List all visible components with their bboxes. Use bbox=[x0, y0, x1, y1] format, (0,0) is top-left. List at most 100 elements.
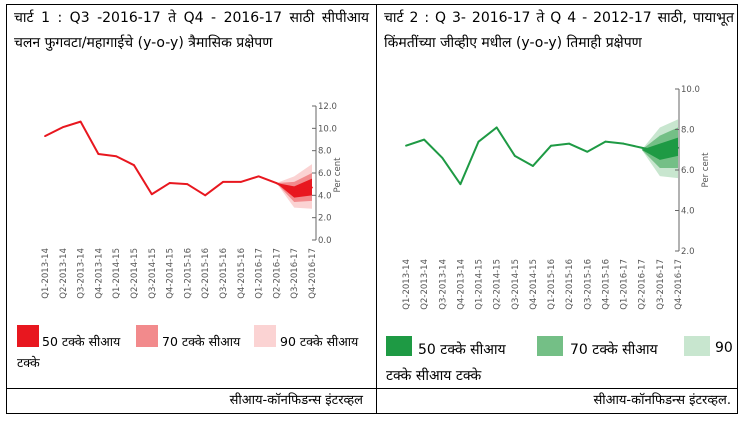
chart1-point-14 bbox=[293, 191, 296, 193]
chart2-xtick-label: Q2-2016-17 bbox=[638, 259, 648, 310]
chart1-series-line bbox=[44, 120, 313, 197]
chart1-point-11 bbox=[239, 181, 242, 183]
chart2-xtick-label: Q4-2014-15 bbox=[529, 259, 539, 310]
chart1-point-2 bbox=[79, 120, 82, 123]
chart2-xtick-label: Q1-2016-17 bbox=[620, 259, 630, 310]
chart1-point-1 bbox=[61, 126, 64, 129]
chart2-plot: 2.0 4.0 6.0 8.0 10.0 Per cent Q1-2013-14 Q2-201… bbox=[402, 85, 711, 310]
legend1-label-50: 50 टक्के सीआय bbox=[42, 334, 121, 349]
chart1-fan-ci50 bbox=[276, 178, 312, 198]
legend1-swatch-90 bbox=[254, 325, 276, 347]
column-divider bbox=[376, 4, 377, 414]
chart1-xtick-label: Q3-2013-14 bbox=[77, 248, 87, 299]
chart1-point-4 bbox=[115, 155, 118, 158]
legend2-swatch-90 bbox=[684, 336, 710, 356]
chart1-xtick-label: Q1-2013-14 bbox=[41, 248, 51, 299]
chart2-point-8 bbox=[550, 144, 552, 147]
chart2-point-6 bbox=[513, 154, 516, 157]
chart2-xtick-label: Q3-2013-14 bbox=[438, 259, 448, 310]
chart1-point-9 bbox=[204, 194, 207, 197]
chart2-point-2 bbox=[441, 156, 444, 159]
chart2-xtick-label: Q2-2014-15 bbox=[493, 259, 503, 310]
chart2-xtick-label: Q3-2014-15 bbox=[511, 259, 521, 310]
chart1-ytick-label: 12.0 bbox=[318, 102, 337, 112]
chart2-footer: सीआय-कॉनफिडन्स इंटरव्हल. bbox=[593, 393, 731, 408]
chart1-xtick-label: Q4-2014-15 bbox=[166, 248, 176, 299]
chart1-ytick-label: 2.0 bbox=[318, 214, 332, 224]
chart2-series-line bbox=[405, 126, 679, 186]
chart2-ytick-label: 8.0 bbox=[681, 126, 695, 136]
chart1-point-15 bbox=[311, 186, 313, 189]
chart1-point-13 bbox=[275, 182, 278, 184]
chart2-point-10 bbox=[586, 150, 589, 153]
chart1-xtick-label: Q2-2015-16 bbox=[201, 248, 211, 299]
chart2-xtick-label: Q3-2015-16 bbox=[583, 259, 593, 310]
chart2-xtick-label: Q4-2015-16 bbox=[601, 259, 611, 310]
chart2-point-11 bbox=[604, 140, 607, 143]
chart2-xtick-label: Q1-2014-15 bbox=[475, 259, 485, 310]
chart2-point-0 bbox=[405, 144, 407, 147]
chart2-fan-ci50 bbox=[641, 137, 678, 160]
chart2-xtick-label: Q3-2016-17 bbox=[656, 259, 666, 310]
chart1-point-3 bbox=[97, 153, 100, 155]
chart1-xtick-label: Q2-2013-14 bbox=[59, 248, 69, 299]
chart1-xtick-label: Q4-2013-14 bbox=[94, 248, 104, 299]
chart1-xtick-label: Q1-2016-17 bbox=[255, 248, 265, 299]
chart1-xtick-label: Q2-2016-17 bbox=[272, 248, 282, 299]
chart1-point-6 bbox=[150, 193, 153, 196]
chart1-xtick-label: Q1-2015-16 bbox=[183, 248, 193, 299]
chart1-ytick-label: 6.0 bbox=[318, 169, 332, 179]
legend1-label-70: 70 टक्के सीआय bbox=[162, 334, 241, 349]
chart2-point-3 bbox=[459, 183, 462, 186]
legend2-label-90: 90 bbox=[715, 340, 733, 356]
chart1-xtick-label: Q1-2014-15 bbox=[112, 248, 122, 299]
chart1-point-12 bbox=[257, 175, 260, 178]
chart1-xtick-label: Q4-2016-17 bbox=[308, 248, 318, 299]
chart1-xtick-label: Q3-2016-17 bbox=[290, 248, 300, 299]
legend1-label-wrap: टक्के bbox=[17, 355, 40, 370]
chart2-point-12 bbox=[622, 142, 625, 145]
chart1-point-7 bbox=[168, 182, 171, 184]
legend1-label-90: 90 टक्के सीआय bbox=[280, 334, 359, 349]
chart2-point-9 bbox=[568, 142, 571, 145]
chart2-title: चार्ट 2 : Q 3- 2016-17 ते Q 4 - 2012-17 … bbox=[384, 10, 734, 51]
legend2-swatch-70 bbox=[537, 336, 563, 356]
chart2-xtick-label: Q4-2016-17 bbox=[674, 259, 684, 310]
chart1-point-5 bbox=[133, 164, 135, 167]
chart1-point-10 bbox=[222, 181, 224, 183]
chart2-ytick-label: 4.0 bbox=[681, 207, 695, 217]
chart1-xtick-label: Q2-2014-15 bbox=[130, 248, 140, 299]
chart1-ytick-label: 4.0 bbox=[318, 191, 332, 201]
legend2-label-70: 70 टक्के सीआय bbox=[570, 342, 658, 358]
legend2-swatch-50 bbox=[386, 336, 412, 356]
chart1-xtick-label: Q4-2015-16 bbox=[237, 248, 247, 299]
chart1-point-8 bbox=[186, 183, 189, 186]
chart2-point-15 bbox=[677, 146, 679, 149]
row-divider bbox=[6, 388, 738, 389]
chart2-point-1 bbox=[423, 138, 426, 141]
table-frame bbox=[6, 4, 738, 414]
chart2-ytick-label: 6.0 bbox=[681, 166, 695, 176]
chart1-ytick-label: 0.0 bbox=[318, 236, 332, 246]
chart1-plot: 0.0 2.0 4.0 6.0 8.0 10.0 12.0 Per cent Q1-2013-1… bbox=[41, 102, 343, 299]
chart2-xtick-label: Q2-2013-14 bbox=[420, 259, 430, 310]
chart1-title: चार्ट 1 : Q3 -2016-17 ते Q4 - 2016-17 सा… bbox=[14, 10, 369, 51]
legend1-swatch-70 bbox=[136, 325, 158, 347]
chart2-xtick-label: Q4-2013-14 bbox=[456, 259, 466, 310]
chart1-xtick-label: Q3-2015-16 bbox=[219, 248, 229, 299]
legend2-label-50: 50 टक्के सीआय bbox=[418, 342, 506, 358]
chart2-xtick-label: Q1-2013-14 bbox=[402, 259, 412, 310]
chart2-point-4 bbox=[477, 140, 480, 143]
chart1-point-0 bbox=[44, 135, 46, 138]
chart2-point-7 bbox=[532, 165, 534, 167]
chart2-ytick-label: 10.0 bbox=[681, 85, 700, 95]
legend2-label-wrap: टक्के सीआय टक्के bbox=[386, 368, 482, 384]
chart1-ytick-label: 8.0 bbox=[318, 147, 332, 157]
legend1-swatch-50 bbox=[17, 325, 39, 347]
chart2-xtick-label: Q2-2015-16 bbox=[565, 259, 575, 310]
chart2-point-13 bbox=[640, 146, 643, 149]
chart2-point-5 bbox=[495, 126, 498, 129]
chart1-ytick-label: 10.0 bbox=[318, 124, 337, 134]
chart2-point-14 bbox=[658, 150, 661, 153]
